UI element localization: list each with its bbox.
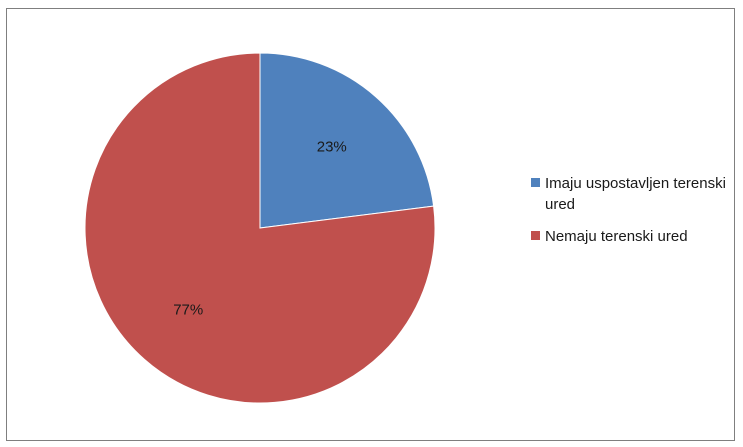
legend-label-imaju: Imaju uspostavljen terenski ured [545,175,726,213]
data-label-nemaju: 77% [173,301,203,318]
legend-swatch-nemaju [531,231,540,240]
legend-item-imaju: Imaju uspostavljen terenski ured [531,173,741,215]
data-label-imaju: 23% [317,139,347,156]
pie-slice-nemaju [84,52,436,404]
legend: Imaju uspostavljen terenski ured Nemaju … [531,173,741,258]
legend-item-nemaju: Nemaju terenski ured [531,226,741,247]
legend-swatch-imaju [531,178,540,187]
pie-slice-imaju [259,52,435,229]
legend-label-nemaju: Nemaju terenski ured [545,228,688,245]
